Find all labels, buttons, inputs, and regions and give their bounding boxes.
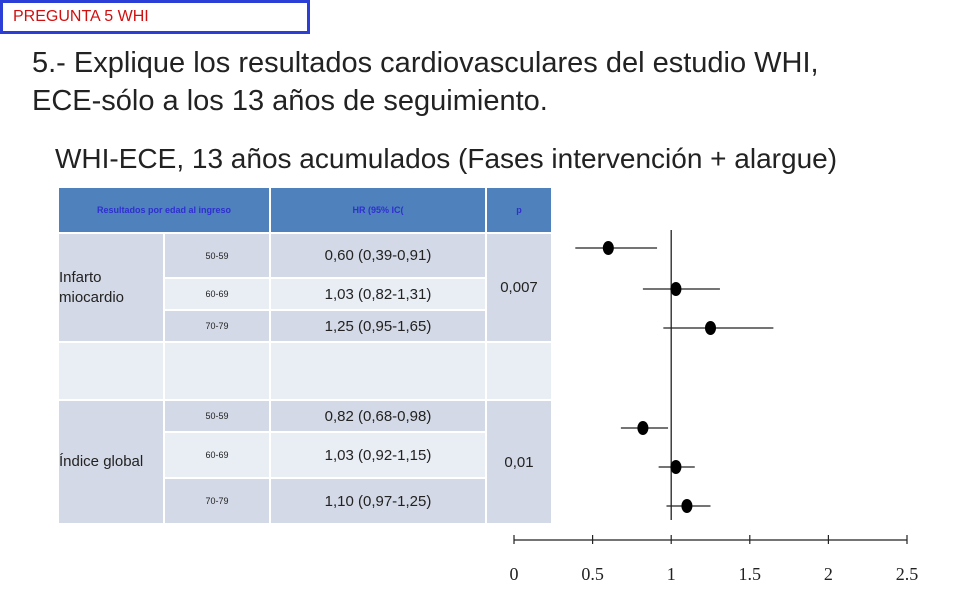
group-label-infarto: Infarto miocardio <box>59 234 163 341</box>
x-tick-label: 0.5 <box>581 564 604 584</box>
question-title: 5.- Explique los resultados cardiovascul… <box>32 44 932 120</box>
header-p: p <box>487 188 551 232</box>
p-value-infarto: 0,007 <box>487 234 551 341</box>
age-cell: 60-69 <box>165 433 269 477</box>
hr-point <box>681 499 693 513</box>
hr-point <box>670 460 682 474</box>
hr-point <box>602 241 614 255</box>
hr-cell: 0,82 (0,68-0,98) <box>271 401 485 431</box>
x-tick-label: 0 <box>510 564 519 584</box>
age-cell: 70-79 <box>165 311 269 341</box>
age-cell: 70-79 <box>165 479 269 523</box>
results-table: Resultados por edad al ingreso HR (95% I… <box>57 186 553 525</box>
header-hr: HR (95% IC( <box>271 188 485 232</box>
group-label-indice: Índice global <box>59 401 163 523</box>
empty-cell <box>487 343 551 399</box>
hr-point <box>670 282 682 296</box>
x-tick-label: 2 <box>824 564 833 584</box>
table-row: 60-69 1,03 (0,82-1,31) <box>59 279 551 309</box>
x-tick-label: 2.5 <box>896 564 919 584</box>
hr-cell: 1,03 (0,82-1,31) <box>271 279 485 309</box>
age-cell: 50-59 <box>165 234 269 277</box>
slide-tag: PREGUNTA 5 WHI <box>0 0 310 34</box>
plot-marks <box>575 241 774 513</box>
empty-cell <box>59 343 163 399</box>
x-tick-label: 1.5 <box>739 564 762 584</box>
header-age-results: Resultados por edad al ingreso <box>59 188 269 232</box>
age-cell: 60-69 <box>165 279 269 309</box>
x-tick-label: 1 <box>667 564 676 584</box>
hr-point <box>637 421 649 435</box>
table-row: 60-69 1,03 (0,92-1,15) <box>59 433 551 477</box>
hr-cell: 1,10 (0,97-1,25) <box>271 479 485 523</box>
hr-cell: 0,60 (0,39-0,91) <box>271 234 485 277</box>
hr-point <box>705 321 716 335</box>
question-line-2: ECE-sólo a los 13 años de seguimiento. <box>32 85 548 117</box>
table-row: Índice global 50-59 0,82 (0,68-0,98) 0,0… <box>59 401 551 523</box>
empty-cell <box>165 343 269 399</box>
forest-plot: 0 0.5 1 1.5 2 2.5 <box>510 230 919 584</box>
slide-subtitle: WHI-ECE, 13 años acumulados (Fases inter… <box>55 143 838 174</box>
table-row: 70-79 1,10 (0,97-1,25) <box>59 479 551 523</box>
table-row: 70-79 1,25 (0,95-1,65) <box>59 311 551 341</box>
empty-cell <box>271 343 485 399</box>
age-cell: 50-59 <box>165 401 269 431</box>
x-axis-ticks: 0 0.5 1 1.5 2 2.5 <box>510 535 919 584</box>
p-value-indice: 0,01 <box>487 401 551 523</box>
hr-cell: 1,25 (0,95-1,65) <box>271 311 485 341</box>
hr-cell: 1,03 (0,92-1,15) <box>271 433 485 477</box>
question-line-1: 5.- Explique los resultados cardiovascul… <box>32 47 819 79</box>
table-row: Infarto miocardio 50-59 0,60 (0,39-0,91)… <box>59 234 551 341</box>
table-header-row: Resultados por edad al ingreso HR (95% I… <box>59 188 551 232</box>
table-spacer-row <box>59 343 551 399</box>
